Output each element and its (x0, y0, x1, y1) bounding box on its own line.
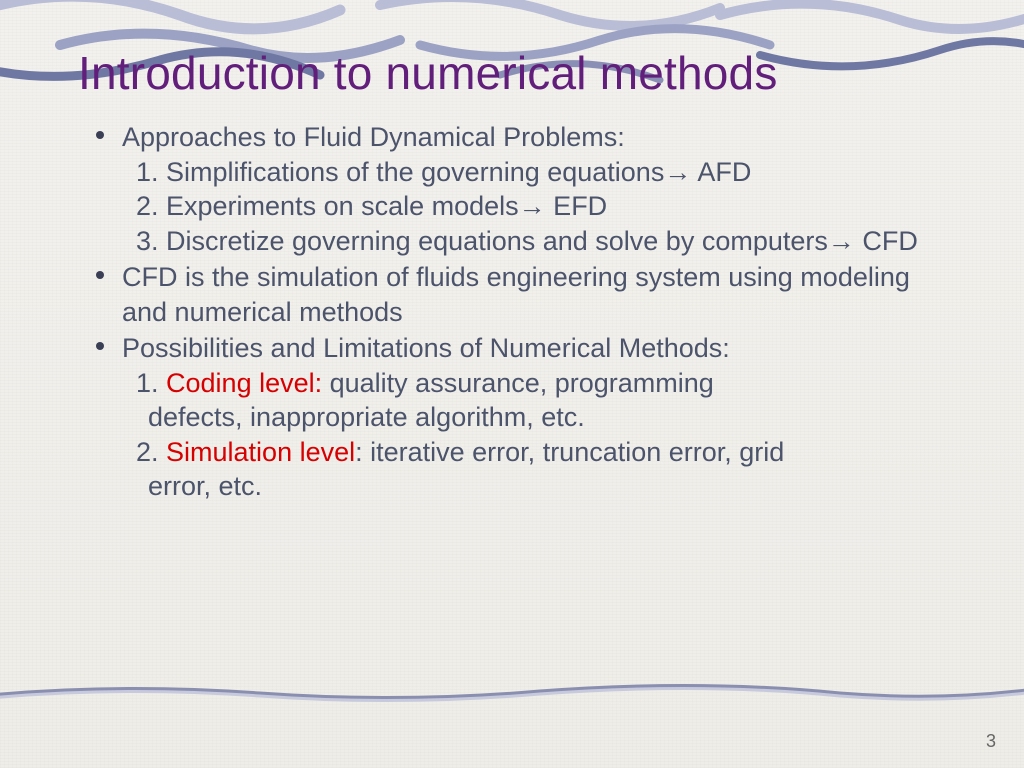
bullet-2: CFD is the simulation of fluids engineer… (96, 260, 954, 329)
highlight-coding-level: Coding level: (166, 368, 322, 398)
bullet-1: Approaches to Fluid Dynamical Problems: (96, 120, 954, 155)
highlight-simulation-level: Simulation level (166, 437, 355, 467)
bullet-3-sub-1-line-2: defects, inappropriate algorithm, etc. (148, 400, 954, 435)
bullet-1-sub-1: 1. Simplifications of the governing equa… (136, 155, 954, 190)
bullet-dot-icon (96, 342, 104, 350)
bullet-3-sub-1-line-1: 1. Coding level: quality assurance, prog… (136, 366, 954, 401)
item-rest: quality assurance, programming (322, 368, 714, 398)
item-number: 1. (136, 368, 166, 398)
bullet-3-text: Possibilities and Limitations of Numeric… (122, 331, 954, 366)
bullet-1-sub-3: 3. Discretize governing equations and so… (136, 224, 954, 259)
bullet-3: Possibilities and Limitations of Numeric… (96, 331, 954, 366)
bullet-1-sub-2: 2. Experiments on scale models→ EFD (136, 189, 954, 224)
bullet-1-text: Approaches to Fluid Dynamical Problems: (122, 120, 954, 155)
bullet-2-text: CFD is the simulation of fluids engineer… (122, 260, 954, 329)
bullet-dot-icon (96, 271, 104, 279)
page-number: 3 (986, 731, 996, 752)
slide-body: Approaches to Fluid Dynamical Problems: … (96, 118, 954, 504)
bullet-dot-icon (96, 131, 104, 139)
bullet-3-sub-2-line-1: 2. Simulation level: iterative error, tr… (136, 435, 954, 470)
item-rest: : iterative error, truncation error, gri… (355, 437, 784, 467)
slide-title: Introduction to numerical methods (78, 46, 778, 100)
item-number: 2. (136, 437, 166, 467)
bullet-3-sub-2-line-2: error, etc. (148, 469, 954, 504)
